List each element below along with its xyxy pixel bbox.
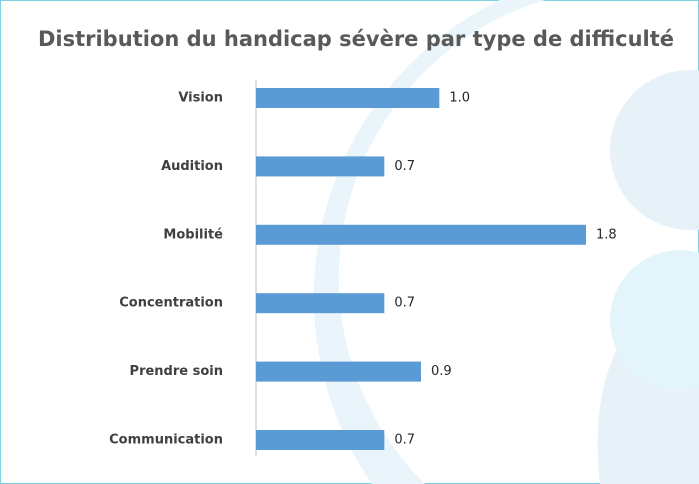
category-label: Prendre soin bbox=[130, 364, 223, 379]
category-label: Mobilité bbox=[163, 227, 223, 242]
value-label: 1.8 bbox=[596, 227, 617, 242]
background-decoration bbox=[313, 0, 699, 484]
value-label: 1.0 bbox=[449, 91, 470, 106]
bar bbox=[256, 88, 440, 108]
category-label: Audition bbox=[161, 159, 223, 174]
bar bbox=[256, 224, 586, 245]
value-label: 0.7 bbox=[394, 159, 415, 174]
bar bbox=[256, 430, 385, 450]
value-label: 0.7 bbox=[394, 433, 415, 448]
bar bbox=[256, 361, 421, 382]
category-label: Communication bbox=[109, 433, 223, 448]
bar bbox=[256, 293, 385, 314]
category-label: Vision bbox=[178, 91, 223, 106]
chart-title: Distribution du handicap sévère par type… bbox=[38, 27, 674, 51]
value-label: 0.9 bbox=[431, 364, 452, 379]
value-label: 0.7 bbox=[394, 296, 415, 311]
category-label: Concentration bbox=[119, 296, 223, 311]
bar bbox=[256, 156, 385, 177]
